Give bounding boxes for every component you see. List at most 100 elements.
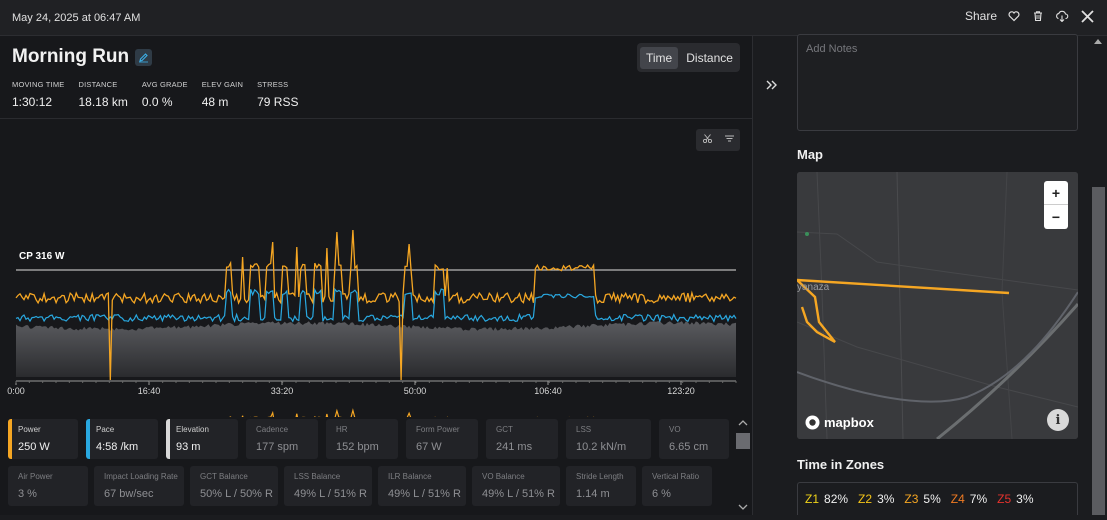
stat-avg-grade: AVG GRADE 0.0 % [142,80,188,109]
x-tick-label: 50:00 [404,386,427,396]
metric-tile-air-power[interactable]: Air Power 3 % [8,466,88,506]
metric-value: 4:58 /km [96,441,139,453]
sidebar-scrollbar[interactable] [1090,36,1107,515]
metric-label: Cadence [256,425,289,434]
cp-label: CP 316 W [19,251,65,262]
stat-distance: DISTANCE 18.18 km [78,80,127,109]
x-tick-label: 123:20 [667,386,695,396]
metric-tile-pace[interactable]: Pace 4:58 /km [86,419,158,459]
share-button[interactable]: Share [964,9,997,23]
stat-moving-time: MOVING TIME 1:30:12 [12,80,64,109]
zone-value: 3% [1016,492,1034,506]
chevron-up-icon[interactable] [738,420,748,426]
chart-tools [696,129,740,151]
metric-tile-form-power[interactable]: Form Power 67 W [406,419,478,459]
stat-label: DISTANCE [78,80,118,89]
panel-splitter[interactable] [752,36,789,515]
metric-value: 1.14 m [576,488,610,500]
metric-tile-lss-balance[interactable]: LSS Balance 49% L / 51% R [284,466,372,506]
zones-title: Time in Zones [797,457,885,472]
stat-label: STRESS [257,80,289,89]
metric-value: 241 ms [496,441,533,453]
filter-lines-icon[interactable] [724,131,735,149]
metric-value: 10.2 kN/m [576,441,627,453]
route-map[interactable]: yanaza + − mapbox i [797,172,1078,439]
scroll-thumb[interactable] [736,433,750,449]
metric-tile-vertical-ratio[interactable]: Vertical Ratio 6 % [642,466,712,506]
view-toggle: Time Distance [637,43,740,72]
map-place-label: yanaza [797,282,830,293]
chevron-down-icon[interactable] [738,504,748,510]
series-color-bar [166,419,170,459]
zone-value: 3% [877,492,895,506]
zone-z4: Z4 7% [951,492,987,506]
stat-value: 18.18 km [78,95,128,109]
metric-label: VO [669,425,681,434]
metric-label: Power [18,425,41,434]
metric-tile-vo[interactable]: VO 6.65 cm [659,419,729,459]
metric-tile-impact-loading-rate[interactable]: Impact Loading Rate 67 bw/sec [94,466,184,506]
top-actions: Share [965,8,1095,24]
zone-value: 7% [969,492,988,506]
zone-z2: Z2 3% [858,492,894,506]
metric-value: 6.65 cm [669,441,709,453]
metric-tile-power[interactable]: Power 250 W [8,419,78,459]
trash-icon[interactable] [1031,9,1045,23]
close-icon[interactable] [1079,8,1095,24]
metric-value: 49% L / 51% R [294,488,367,500]
metric-tile-stride-length[interactable]: Stride Length 1.14 m [566,466,636,506]
x-tick-label: 106:40 [534,386,562,396]
divider [0,118,752,119]
metric-label: GCT [496,425,513,434]
zone-z5: Z5 3% [997,492,1033,506]
zone-name: Z4 [950,492,965,506]
metric-label: Vertical Ratio [652,472,700,481]
zoom-out-button[interactable]: − [1051,209,1061,225]
series-color-bar [86,419,90,459]
metric-tile-gct-balance[interactable]: GCT Balance 50% L / 50% R [190,466,278,506]
activity-date: May 24, 2025 at 06:47 AM [12,12,141,24]
scissors-icon[interactable] [702,131,713,149]
activity-chart[interactable]: CP 316 W 0:00 16:40 33:20 50:00 106:40 123:20 [0,72,752,417]
metric-label: Stride Length [576,472,624,481]
toggle-time[interactable]: Time [640,46,679,69]
metric-tile-gct[interactable]: GCT 241 ms [486,419,558,459]
scroll-up-arrow[interactable] [1094,39,1102,44]
mapbox-logo[interactable]: mapbox [805,415,874,430]
zoom-in-button[interactable]: + [1044,181,1068,205]
metric-scroll[interactable] [735,419,751,515]
metric-tile-cadence[interactable]: Cadence 177 spm [246,419,318,459]
cloud-download-icon[interactable] [1055,9,1069,23]
metric-value: 177 spm [256,441,299,453]
metric-value: 93 m [176,441,201,453]
stat-value: 1:30:12 [12,95,53,109]
metric-value: 49% L / 51% R [482,488,555,500]
metric-label: ILR Balance [388,472,432,481]
zone-value: 82% [824,492,849,506]
toggle-distance[interactable]: Distance [686,50,733,65]
metric-label: LSS [576,425,592,434]
metric-value: 50% L / 50% R [200,488,273,500]
zone-z3: Z3 5% [904,492,940,506]
heart-icon[interactable] [1007,9,1021,23]
double-chevron-right-icon[interactable] [753,74,790,134]
metric-tile-lss[interactable]: LSS 10.2 kN/m [566,419,651,459]
stat-value: 79 RSS [257,95,299,109]
metric-tile-elevation[interactable]: Elevation 93 m [166,419,238,459]
pace-series-line [15,287,737,323]
scroll-thumb[interactable] [1092,187,1105,515]
metric-label: VO Balance [482,472,525,481]
edit-icon[interactable] [135,49,152,66]
info-icon[interactable]: i [1047,409,1069,431]
notes-field[interactable]: Add Notes [797,34,1078,131]
metric-tile-vo-balance[interactable]: VO Balance 49% L / 51% R [472,466,560,506]
metric-value: 67 bw/sec [104,488,154,500]
sidebar: Add Notes Map yanaza + − mapbox i Time i… [789,34,1090,515]
metric-label: LSS Balance [294,472,341,481]
metric-tile-hr[interactable]: HR 152 bpm [326,419,398,459]
zones-list: Z1 82% Z2 3% Z3 5% Z4 7% Z5 3% [797,482,1078,515]
stat-value: 48 m [201,95,229,109]
mapbox-label: mapbox [824,415,874,430]
metric-label: HR [336,425,348,434]
metric-tile-ilr-balance[interactable]: ILR Balance 49% L / 51% R [378,466,466,506]
